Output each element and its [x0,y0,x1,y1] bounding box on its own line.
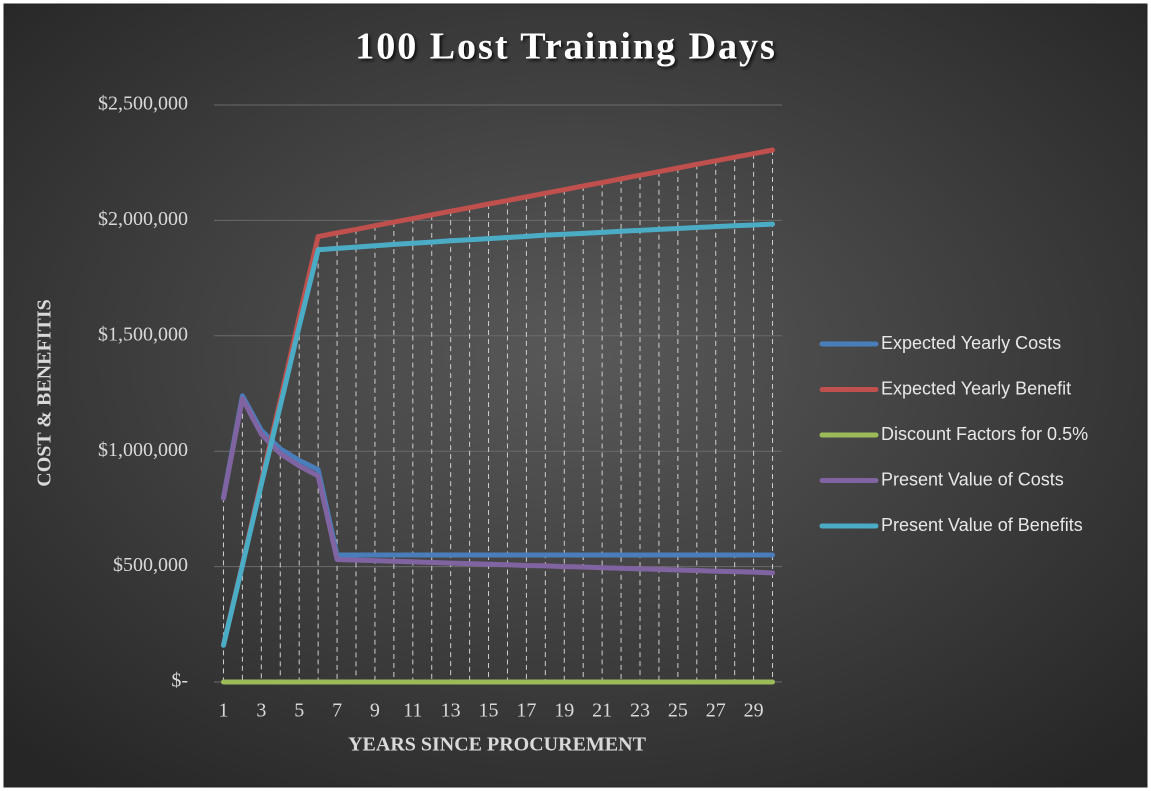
x-tick-label: 9 [370,700,380,722]
y-tick-label: $500,000 [113,554,188,576]
x-tick-label: 11 [403,700,422,722]
x-tick-label: 5 [294,700,304,722]
y-axis-label: COST & BENEFITIS [34,299,56,486]
x-tick-label: 17 [516,700,536,722]
x-tick-label: 23 [630,700,650,722]
chart-title: 100 Lost Training Days [355,26,777,68]
x-tick-label: 19 [554,700,574,722]
series-line [220,221,776,648]
background [3,3,1148,788]
legend-label: Expected Yearly Benefit [881,378,1071,398]
legend-label: Present Value of Costs [881,469,1064,489]
x-axis-label: YEARS SINCE PROCUREMENT [348,734,646,756]
x-tick-label: 3 [256,700,266,722]
y-tick-label: $2,500,000 [98,93,188,115]
y-tick-label: $1,500,000 [98,323,188,345]
y-tick-label: $- [171,670,188,692]
x-tick-label: 21 [592,700,612,722]
legend-label: Discount Factors for 0.5% [881,424,1088,444]
series-line [220,147,776,648]
x-tick-label: 15 [479,700,499,722]
x-tick-label: 1 [218,700,228,722]
legend-label: Expected Yearly Costs [881,333,1061,353]
x-tick-label: 13 [441,700,461,722]
series-line [220,393,776,558]
legend-label: Present Value of Benefits [881,515,1083,535]
x-tick-label: 27 [706,700,726,722]
series-line [220,396,776,576]
x-tick-label: 29 [744,700,764,722]
x-tick-label: 25 [668,700,688,722]
y-tick-label: $2,000,000 [98,208,188,230]
x-tick-label: 7 [332,700,342,722]
y-tick-label: $1,000,000 [98,439,188,461]
